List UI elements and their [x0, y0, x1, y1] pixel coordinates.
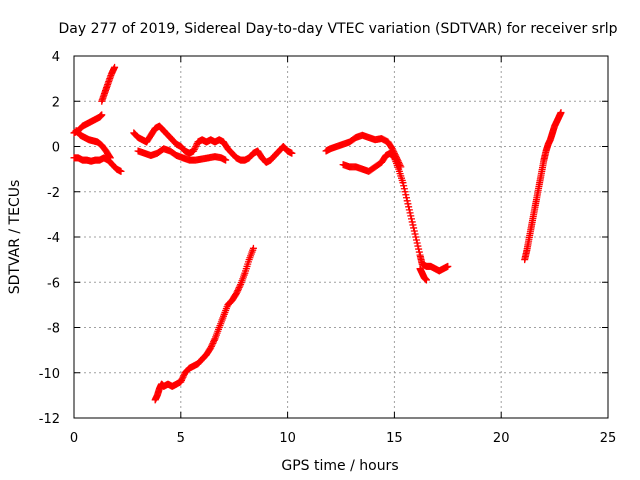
data-point: [405, 206, 413, 214]
data-point: [235, 284, 243, 292]
x-tick-label: 0: [70, 431, 78, 446]
data-point: [399, 179, 407, 187]
data-point: [111, 63, 119, 71]
y-axis-label: SDTVAR / TECUs: [7, 180, 23, 295]
series-arc-6: [134, 145, 230, 164]
data-point: [403, 194, 411, 202]
data-point: [207, 342, 215, 350]
data-point: [180, 372, 188, 380]
data-point: [234, 285, 242, 293]
data-point: [403, 197, 411, 205]
data-point: [209, 339, 217, 347]
x-axis-label: GPS time / hours: [281, 458, 398, 474]
data-point: [411, 230, 419, 238]
data-point: [106, 153, 114, 161]
data-point: [179, 373, 187, 381]
y-tick-label: 0: [52, 141, 60, 156]
chart-title: Day 277 of 2019, Sidereal Day-to-day VTE…: [58, 21, 617, 37]
data-point: [412, 236, 420, 244]
y-tick-label: -10: [39, 367, 60, 382]
x-tick-label: 5: [177, 431, 185, 446]
data-point: [106, 154, 114, 162]
grid-lines: [74, 56, 608, 418]
series-arc-3: [98, 63, 119, 105]
data-point: [232, 290, 240, 298]
data-point: [400, 182, 408, 190]
data-point: [98, 111, 106, 119]
data-point: [408, 218, 416, 226]
data-point: [190, 147, 198, 155]
series-arc-4: [72, 127, 114, 162]
data-point: [233, 288, 241, 296]
data-point: [557, 109, 565, 117]
series-arc-5: [130, 122, 296, 166]
data-point: [415, 248, 423, 256]
data-point: [410, 224, 418, 232]
data-point: [400, 185, 408, 193]
y-tick-label: 4: [52, 50, 60, 65]
data-point: [190, 146, 198, 154]
data-point: [234, 287, 242, 295]
data-point: [422, 276, 430, 284]
data-point: [191, 144, 199, 152]
y-tick-label: 2: [52, 95, 60, 110]
series-arc-11: [521, 109, 565, 264]
series-arc-10: [416, 265, 430, 284]
data-point: [222, 156, 230, 164]
data-point: [402, 191, 410, 199]
data-point: [405, 203, 413, 211]
data-point: [236, 282, 244, 290]
data-point: [413, 239, 421, 247]
data-point: [178, 376, 186, 384]
data-point: [415, 245, 423, 253]
data-point: [407, 212, 415, 220]
x-tick-label: 10: [279, 431, 296, 446]
x-tick-label: 25: [600, 431, 617, 446]
data-point: [407, 215, 415, 223]
data-point: [444, 262, 452, 270]
y-tick-label: -2: [47, 186, 60, 201]
data-point: [288, 149, 296, 157]
data-point: [208, 341, 216, 349]
y-tick-label: -6: [47, 276, 60, 291]
x-tick-label: 15: [386, 431, 403, 446]
x-tick-label: 20: [493, 431, 510, 446]
axis-ticks: 0 5 10 15 20 25 -12 -10 -8 -6 -4 -2 0 2 4: [39, 50, 617, 446]
data-point: [401, 188, 409, 196]
data-point: [410, 227, 418, 235]
data-point: [210, 336, 218, 344]
data-point: [412, 233, 420, 241]
data-point: [414, 242, 422, 250]
series-arc-9: [339, 149, 452, 275]
data-point: [404, 200, 412, 208]
data-point: [249, 244, 257, 252]
data-point: [177, 378, 185, 386]
data-point: [178, 375, 186, 383]
data-point: [192, 143, 200, 150]
series-arc-7: [151, 244, 257, 404]
data-point: [117, 167, 125, 175]
data-points: [70, 63, 565, 404]
data-point: [210, 338, 218, 346]
y-tick-label: -4: [47, 231, 60, 246]
series-arc-2: [70, 154, 125, 175]
data-point: [207, 344, 215, 352]
data-point: [409, 221, 417, 229]
y-tick-label: -8: [47, 322, 60, 337]
data-point: [388, 145, 396, 153]
data-point: [406, 209, 414, 217]
y-tick-label: -12: [39, 412, 60, 427]
